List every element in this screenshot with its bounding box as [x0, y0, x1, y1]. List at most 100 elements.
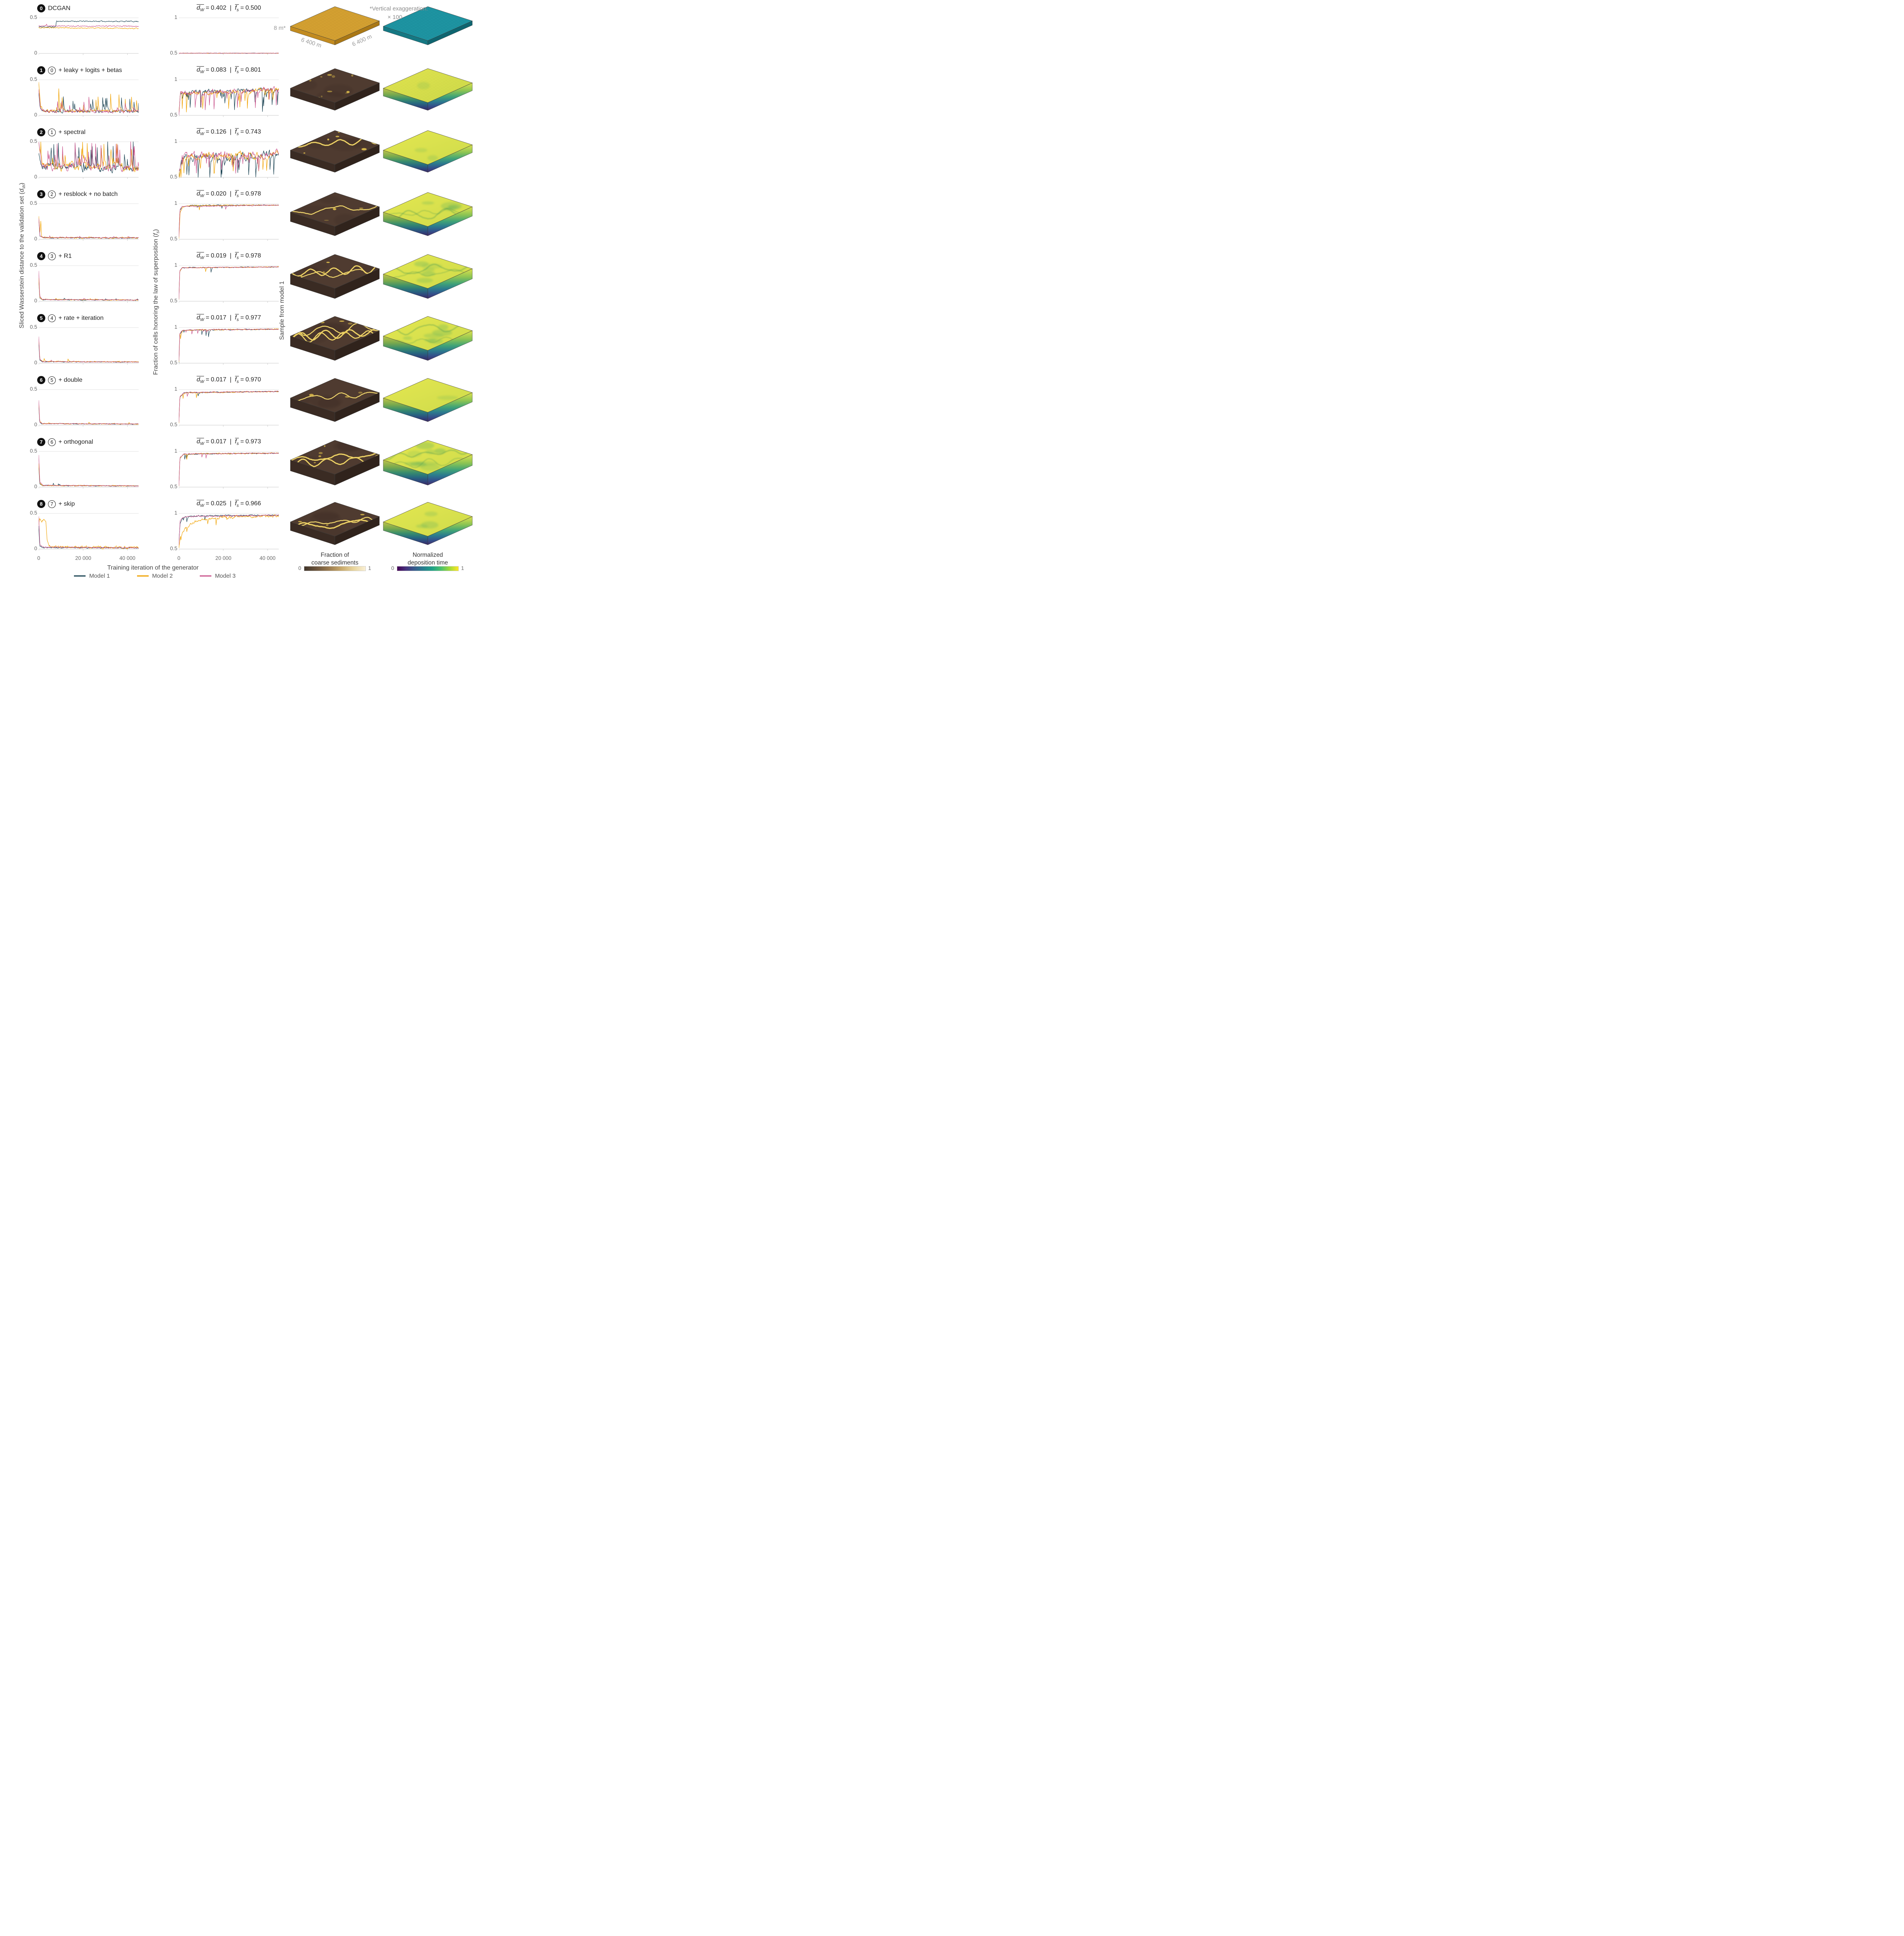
- model-3-line-swatch: [200, 575, 212, 577]
- fs-mean-value: 0.973: [245, 438, 261, 445]
- dw-mean-symbol: dW: [196, 438, 204, 446]
- ablation-row: 8 7 + skip 0.5 0 dW = 0.025 | fs = 0.966 1 0.5: [0, 499, 476, 561]
- row-header: 7 6 + orthogonal: [37, 438, 93, 446]
- colorbar-max-label: 1: [461, 565, 464, 571]
- fs-ytick-top: 1: [174, 448, 177, 454]
- fs-ytick-top: 1: [174, 138, 177, 144]
- fs-mean-symbol: fs: [235, 314, 239, 323]
- dw-ytick-top: 0.5: [30, 138, 37, 144]
- fs-mean-value: 0.743: [245, 129, 261, 135]
- dw-mean-value: 0.025: [211, 500, 226, 507]
- row-ref-badge: 4: [48, 314, 56, 322]
- dw-mean-value: 0.126: [211, 129, 226, 135]
- ablation-row: 3 2 + resblock + no batch 0.5 0 dW = 0.020…: [0, 190, 476, 252]
- fs-ytick-top: 1: [174, 324, 177, 330]
- x-tick-label: 0: [177, 555, 180, 561]
- fs-ytick-top: 1: [174, 14, 177, 20]
- vertical-exaggeration-value: × 100: [388, 14, 402, 21]
- ablation-row: 0 DCGAN 0.5 0 dW = 0.402 | fs = 0.500 1 0.5: [0, 4, 476, 66]
- dw-ytick-top: 0.5: [30, 76, 37, 82]
- row-number-badge: 7: [37, 438, 45, 446]
- fs-ytick-top: 1: [174, 386, 177, 392]
- dw-mean-symbol: dW: [196, 314, 204, 323]
- fs-ytick-top: 1: [174, 76, 177, 82]
- ablation-figure: 0 DCGAN 0.5 0 dW = 0.402 | fs = 0.500 1 0.5 1 …: [0, 0, 476, 581]
- legend-label: Model 2: [152, 573, 173, 579]
- fs-axis-title: Fraction of cells honoring the law of su…: [153, 229, 161, 375]
- fs-ytick-top: 1: [174, 200, 177, 206]
- dw-ytick-bottom: 0: [34, 174, 37, 180]
- dw-ytick-bottom: 0: [34, 360, 37, 366]
- dw-training-curve-plot: [39, 203, 139, 241]
- row-ref-badge: 6: [48, 438, 56, 446]
- row-mean-stats: dW = 0.017 | fs = 0.973: [196, 438, 261, 446]
- fs-mean-value: 0.978: [245, 191, 261, 197]
- fs-training-curve-plot: [179, 389, 279, 427]
- row-number-badge: 8: [37, 500, 45, 508]
- x-tick-label: 40 000: [119, 555, 136, 561]
- fs-ytick-bottom: 0.5: [170, 546, 177, 551]
- x-tick-label: 20 000: [215, 555, 232, 561]
- dw-mean-value: 0.017: [211, 438, 226, 445]
- fs-training-curve-plot: [179, 451, 279, 489]
- x-axis-title: Training iteration of the generator: [107, 565, 199, 571]
- dw-ytick-bottom: 0: [34, 484, 37, 489]
- row-title: + rate + iteration: [58, 314, 104, 321]
- coarse-sediments-colorbar: [304, 566, 366, 571]
- dw-ytick-top: 0.5: [30, 324, 37, 330]
- row-ref-badge: 5: [48, 376, 56, 384]
- colorbar-min-label: 0: [391, 565, 394, 571]
- fs-ytick-bottom: 0.5: [170, 422, 177, 427]
- ablation-row: 2 1 + spectral 0.5 0 dW = 0.126 | fs = 0.743 1…: [0, 128, 476, 190]
- fs-ytick-bottom: 0.5: [170, 174, 177, 180]
- row-mean-stats: dW = 0.402 | fs = 0.500: [196, 4, 261, 13]
- dw-mean-value: 0.083: [211, 67, 226, 73]
- fs-training-curve-plot: [179, 203, 279, 241]
- fs-ytick-bottom: 0.5: [170, 298, 177, 304]
- row-number-badge: 6: [37, 376, 45, 384]
- dw-ytick-bottom: 0: [34, 112, 37, 118]
- deposition-time-render: [381, 314, 474, 366]
- model-1-line-swatch: [74, 575, 86, 577]
- legend: Model 1 Model 2 Model 3: [31, 573, 279, 579]
- row-mean-stats: dW = 0.025 | fs = 0.966: [196, 500, 261, 508]
- fs-mean-symbol: fs: [235, 4, 239, 13]
- deposition-time-render: [381, 67, 474, 118]
- fs-training-curve-plot: [179, 513, 279, 551]
- fs-ytick-bottom: 0.5: [170, 112, 177, 118]
- coarse-sediments-render: [288, 5, 381, 56]
- dw-mean-value: 0.017: [211, 314, 226, 321]
- row-header: 8 7 + skip: [37, 500, 75, 508]
- fs-mean-symbol: fs: [235, 376, 239, 384]
- row-title: + double: [58, 376, 82, 383]
- row-ref-badge: 3: [48, 252, 56, 260]
- x-tick-label: 0: [37, 555, 40, 561]
- row-header: 0 DCGAN: [37, 4, 70, 12]
- row-mean-stats: dW = 0.083 | fs = 0.801: [196, 66, 261, 75]
- row-mean-stats: dW = 0.019 | fs = 0.978: [196, 252, 261, 261]
- dw-mean-value: 0.402: [211, 5, 226, 11]
- row-number-badge: 3: [37, 190, 45, 198]
- fs-training-curve-plot: [179, 265, 279, 303]
- coarse-sediments-render: [288, 191, 381, 242]
- x-tick-label: 20 000: [75, 555, 91, 561]
- row-ref-badge: 2: [48, 190, 56, 198]
- fs-mean-value: 0.978: [245, 252, 261, 259]
- fs-mean-symbol: fs: [235, 128, 239, 137]
- dw-mean-symbol: dW: [196, 128, 204, 137]
- fs-ytick-bottom: 0.5: [170, 484, 177, 489]
- deposition-time-render: [381, 191, 474, 242]
- colorbar-max-label: 1: [368, 565, 371, 571]
- row-ref-badge: 1: [48, 128, 56, 136]
- dw-training-curve-plot: [39, 141, 139, 179]
- dw-mean-symbol: dW: [196, 500, 204, 508]
- coarse-colorbar-title: Fraction of coarse sediments: [311, 552, 359, 566]
- row-ref-badge: 7: [48, 500, 56, 508]
- dw-ytick-top: 0.5: [30, 510, 37, 516]
- model-2-line-swatch: [137, 575, 149, 577]
- dw-training-curve-plot: [39, 389, 139, 427]
- vertical-exaggeration-note: *Vertical exaggeration:: [369, 5, 428, 12]
- fs-mean-symbol: fs: [235, 66, 239, 75]
- row-title: + resblock + no batch: [58, 191, 118, 197]
- ablation-row: 5 4 + rate + iteration 0.5 0 dW = 0.017 | fs…: [0, 314, 476, 376]
